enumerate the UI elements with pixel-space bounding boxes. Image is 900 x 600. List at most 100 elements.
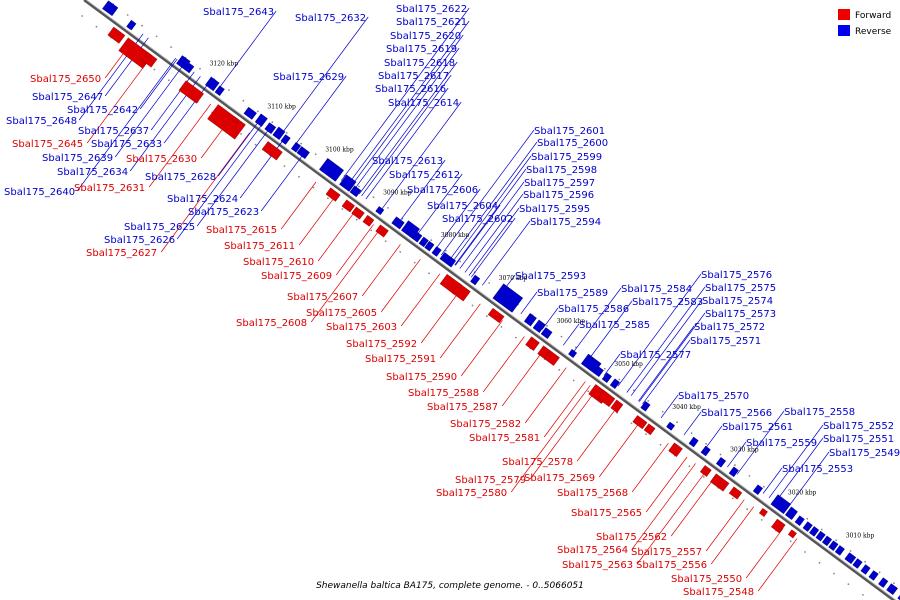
tick-dot	[459, 260, 462, 263]
forward-gene	[632, 415, 648, 430]
reverse-gene-label: Sbal175_2614	[388, 98, 459, 109]
forward-gene-label: Sbal175_2562	[596, 532, 667, 543]
tick-dot	[413, 261, 416, 264]
reverse-gene-label: Sbal175_2597	[524, 178, 595, 189]
forward-gene	[543, 350, 560, 366]
reverse-gene	[601, 372, 612, 383]
forward-gene-label: Sbal175_2607	[287, 292, 358, 303]
reverse-gene	[640, 401, 651, 412]
reverse-gene	[431, 246, 442, 257]
reverse-leader-line	[294, 75, 347, 147]
forward-leader-line	[529, 389, 597, 480]
forward-gene	[758, 508, 768, 517]
tick-dot	[170, 46, 173, 48]
tick-dot	[155, 35, 158, 38]
reverse-gene-label: Sbal175_2566	[701, 408, 772, 419]
reverse-gene	[375, 206, 385, 216]
reverse-gene-label: Sbal175_2618	[384, 58, 455, 69]
reverse-gene	[205, 76, 220, 92]
kbp-tick-label: 3100 kbp	[325, 147, 354, 154]
tick-dot	[153, 68, 156, 71]
reverse-gene	[532, 319, 546, 333]
reverse-gene	[296, 146, 310, 160]
reverse-leader-line	[464, 193, 524, 273]
tick-dot	[618, 378, 621, 381]
tick-dot	[748, 475, 751, 477]
tick-dot	[488, 282, 491, 284]
kbp-tick-label: 3010 kbp	[846, 532, 875, 539]
kbp-ticks: 3120 kbp 3110 kbp 3100 kbp 3090 kbp 3080 kbp…	[210, 61, 875, 540]
forward-leader-line	[501, 350, 544, 407]
reverse-gene	[243, 106, 257, 120]
reverse-gene	[319, 158, 344, 182]
reverse-gene-label: Sbal175_2594	[530, 217, 601, 228]
forward-gene-label: Sbal175_2610	[243, 257, 314, 268]
tick-dot	[387, 207, 389, 209]
forward-gene	[787, 529, 797, 539]
kbp-tick-label: 3110 kbp	[267, 104, 296, 111]
forward-gene-label: Sbal175_2578	[502, 457, 573, 468]
tick-dot	[126, 14, 129, 16]
forward-gene-label: Sbal175_2587	[427, 402, 498, 413]
reverse-gene	[852, 558, 863, 569]
tick-dot	[688, 465, 691, 468]
tick-dot	[705, 442, 707, 445]
reverse-gene-label: Sbal175_2596	[523, 190, 594, 201]
reverse-gene	[802, 521, 813, 532]
reverse-gene-label: Sbal175_2551	[823, 434, 894, 445]
forward-gene	[699, 465, 712, 477]
reverse-gene-label: Sbal175_2625	[124, 222, 195, 233]
reverse-leader-line	[260, 152, 305, 212]
legend-reverse-label: Reverse	[855, 27, 892, 37]
tick-dot	[384, 240, 387, 243]
tick-dot	[645, 433, 647, 435]
reverse-gene-label: Sbal175_2599	[531, 152, 602, 163]
forward-gene-label: Sbal175_2550	[671, 574, 742, 585]
gene-features	[102, 0, 900, 600]
forward-leader-line	[598, 421, 641, 478]
reverse-gene-label: Sbal175_2573	[705, 309, 776, 320]
tick-dot	[285, 132, 288, 134]
reverse-leader-line	[380, 101, 462, 211]
reverse-gene-label: Sbal175_2617	[378, 71, 449, 82]
forward-gene-label: Sbal175_2605	[306, 308, 377, 319]
reverse-leader-line	[196, 127, 271, 227]
reverse-leader-line	[441, 129, 535, 256]
kbp-tick-label: 3020 kbp	[788, 490, 817, 497]
tick-dot	[818, 561, 821, 564]
reverse-leader-line	[347, 20, 470, 186]
tick-dot	[878, 571, 881, 574]
tick-dot	[719, 453, 722, 456]
reverse-leader-line	[471, 217, 516, 278]
tick-dot	[298, 175, 300, 178]
forward-gene	[207, 104, 246, 140]
reverse-gene	[339, 174, 357, 192]
reverse-gene	[728, 466, 739, 478]
reverse-leader-line	[365, 87, 449, 200]
reverse-leader-line	[217, 10, 277, 90]
reverse-gene	[126, 19, 137, 31]
tick-dot	[806, 517, 809, 520]
reverse-gene	[272, 126, 286, 140]
tick-dot	[167, 79, 170, 82]
forward-leader-line	[460, 320, 503, 377]
forward-leader-line	[317, 210, 356, 262]
tick-dot	[546, 325, 548, 327]
forward-gene-label: Sbal175_2631	[74, 183, 145, 194]
forward-gene-label: Sbal175_2627	[86, 248, 157, 259]
reverse-gene-label: Sbal175_2619	[386, 44, 457, 55]
forward-gene-label: Sbal175_2582	[450, 419, 521, 430]
reverse-gene	[886, 583, 898, 595]
reverse-gene	[418, 236, 429, 248]
tick-dot	[358, 185, 360, 188]
forward-gene-label: Sbal175_2650	[30, 74, 101, 85]
reverse-gene-label: Sbal175_2604	[427, 201, 498, 212]
forward-gene-label: Sbal175_2579	[455, 475, 526, 486]
reverse-gene-label: Sbal175_2622	[396, 4, 467, 15]
reverse-leader-line	[434, 188, 481, 251]
reverse-gene-label: Sbal175_2624	[167, 194, 238, 205]
tick-dot	[370, 229, 373, 232]
forward-leader-line	[86, 58, 150, 144]
forward-gene	[525, 336, 540, 351]
